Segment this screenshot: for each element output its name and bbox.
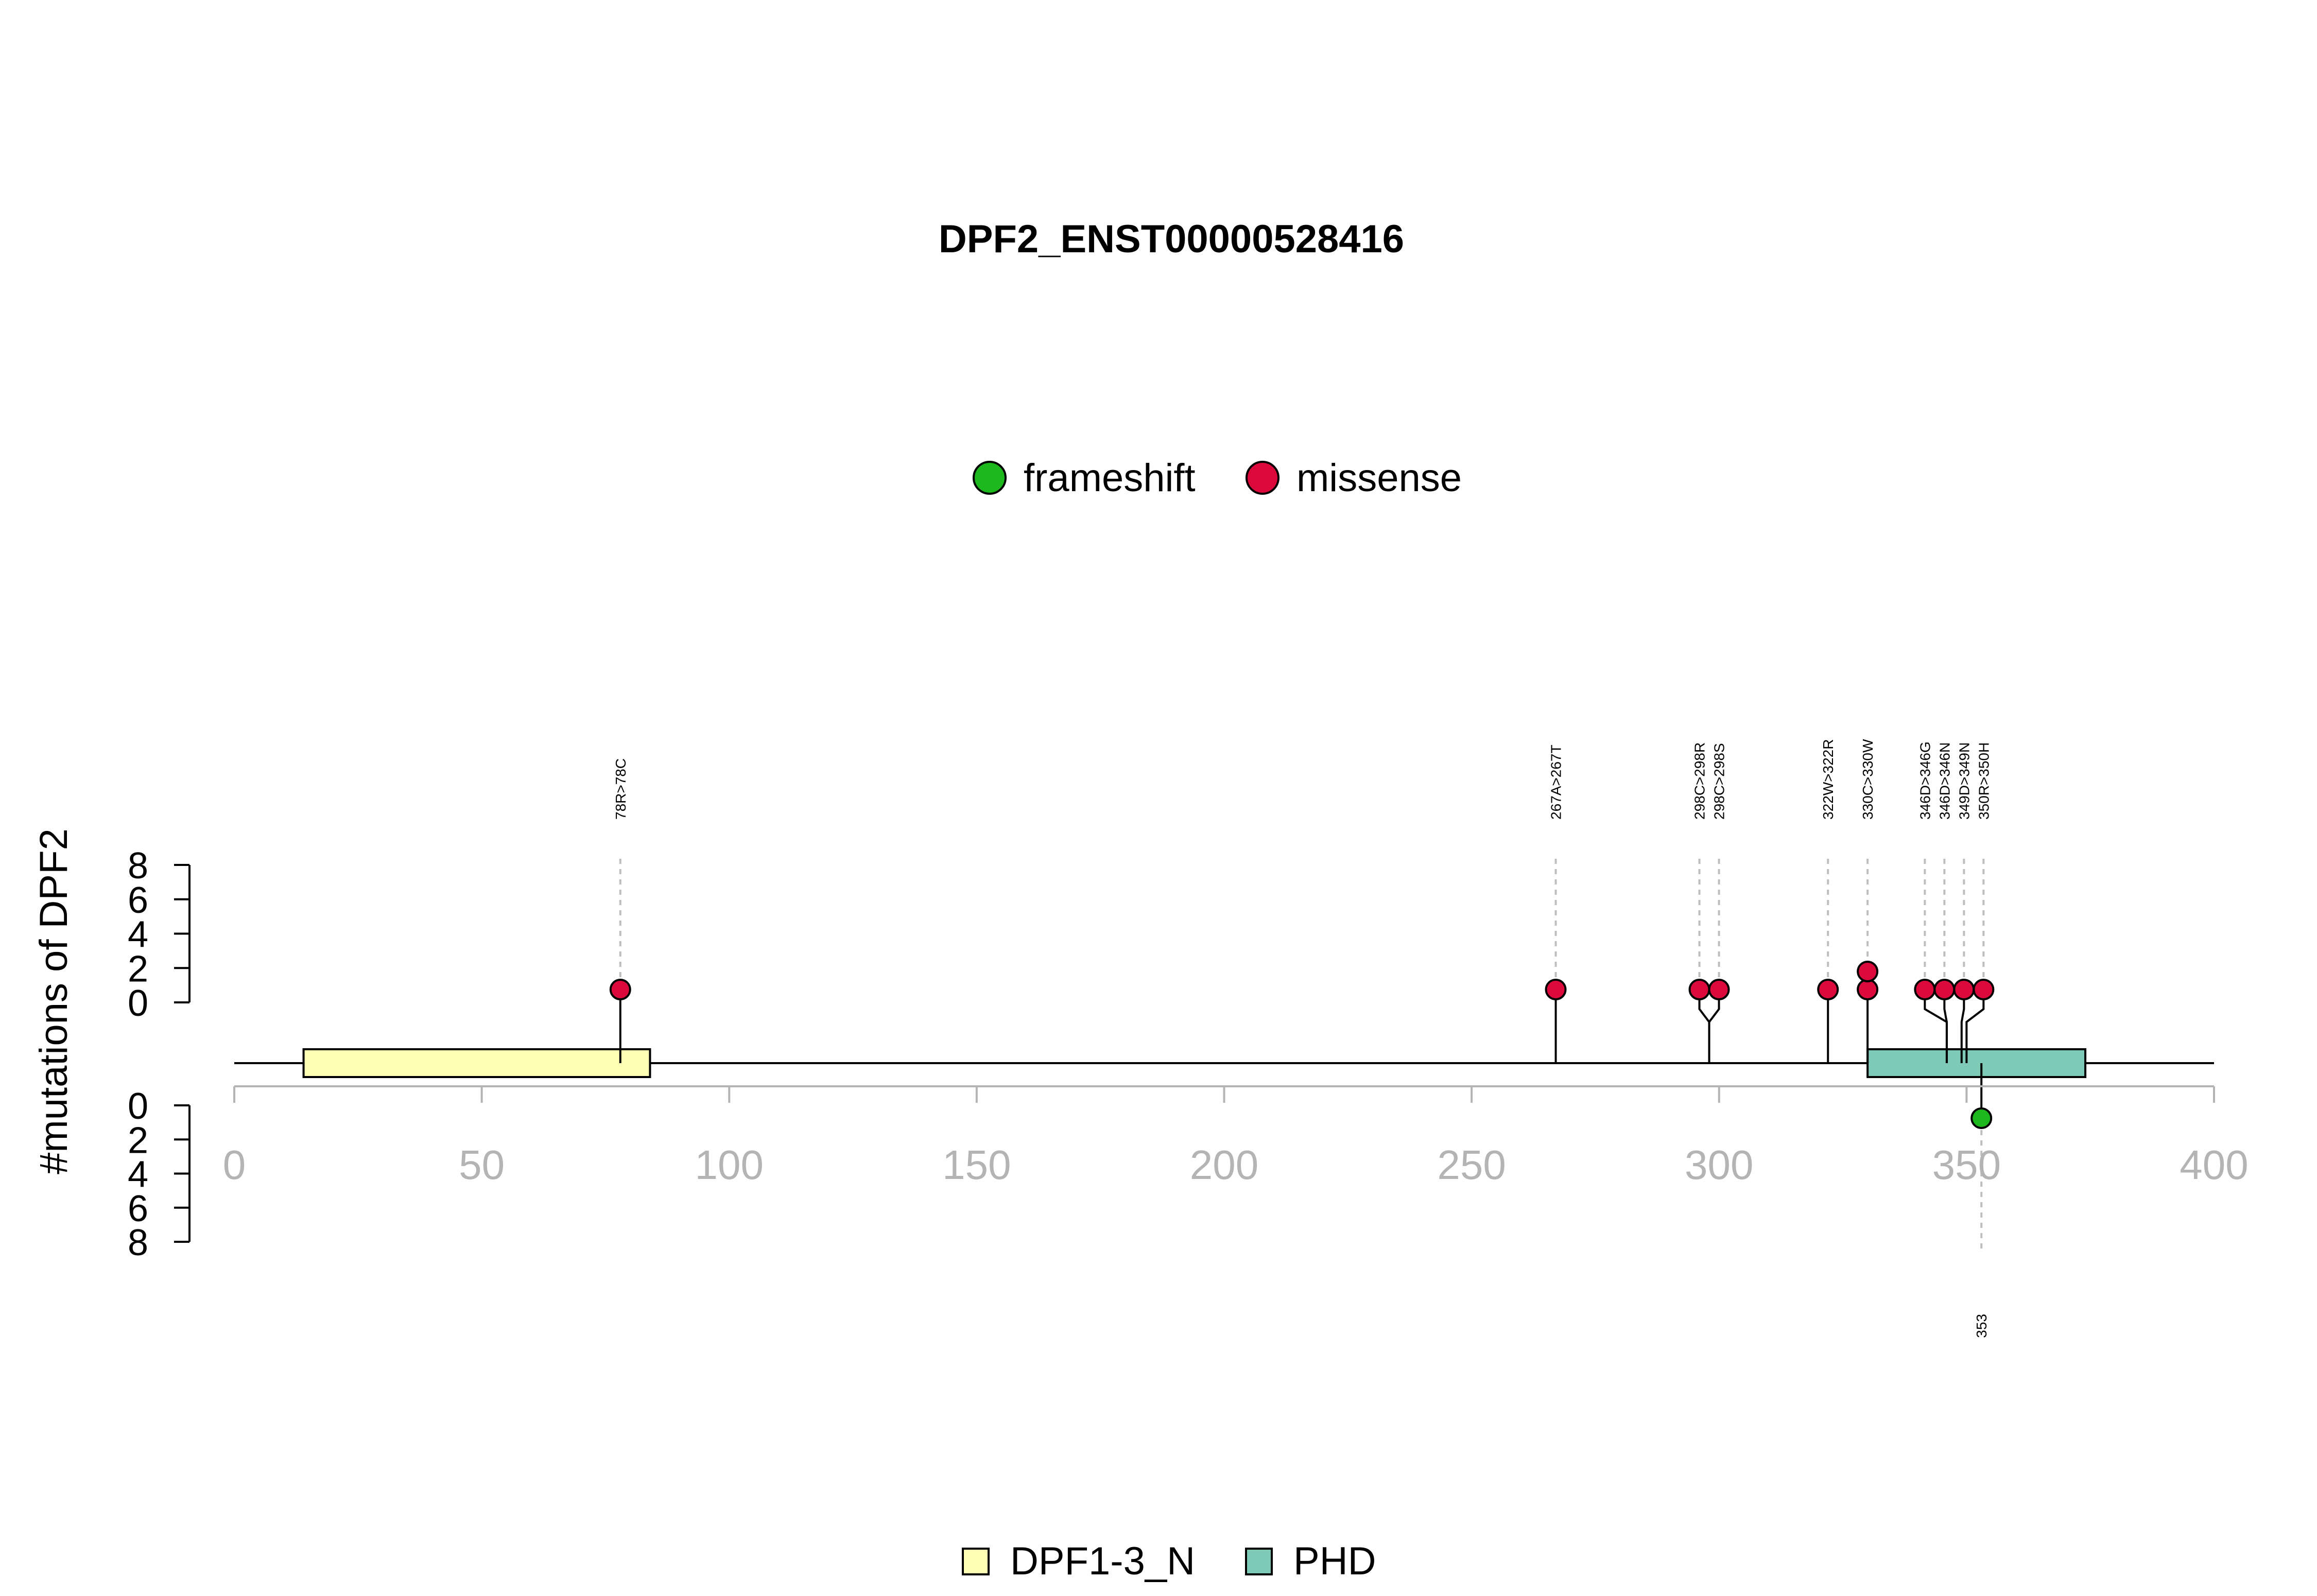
legend-label-frameshift: frameshift: [1024, 456, 1196, 500]
mutation-label: 298C>298S: [1711, 743, 1727, 820]
mutation-guides: [619, 859, 1985, 1251]
y-tick-label-bottom: 8: [128, 1222, 148, 1263]
lollipop-head-frameshift: [1970, 1107, 1993, 1129]
y-tick-label-top: 4: [128, 914, 148, 956]
lollipop-head-missense: [1545, 979, 1567, 1000]
mutation-label: 322W>322R: [1820, 739, 1836, 820]
legend-swatch-PHD: [1245, 1548, 1273, 1575]
legend-label-missense: missense: [1296, 456, 1462, 500]
mutation-type-legend: frameshift missense: [973, 456, 1462, 500]
mutation-label: 267A>267T: [1548, 744, 1564, 820]
mutation-label-bottom: 353: [1974, 1314, 1990, 1338]
domain-legend: DPF1-3_N PHD: [962, 1539, 1376, 1583]
y-tick-label-bottom: 6: [128, 1188, 148, 1229]
x-tick-label: 150: [942, 1142, 1011, 1188]
x-axis: 0 50 100 150 200 250 300 350 400: [223, 1085, 2249, 1188]
domain-DPF1-3_N: [302, 1048, 651, 1078]
lollipop-stem: [1698, 990, 1710, 1063]
mutation-label: 330C>330W: [1860, 739, 1876, 820]
x-tick-label: 200: [1190, 1142, 1258, 1188]
lollipop-head-missense: [609, 979, 631, 1000]
x-tick-label: 0: [223, 1142, 246, 1188]
lollipop-head-missense: [1708, 979, 1730, 1000]
y-tick-label-top: 8: [128, 845, 148, 887]
mutation-label: 298C>298R: [1692, 742, 1708, 820]
y-axis-label: #mutations of DPF2: [32, 828, 76, 1174]
x-tick-label: 50: [459, 1142, 505, 1188]
x-tick-label: 350: [1932, 1142, 2001, 1188]
legend-domain-label-PHD: PHD: [1293, 1539, 1376, 1583]
x-tick-label: 400: [2180, 1142, 2248, 1188]
lollipop-head-missense: [1953, 979, 1975, 1000]
mutation-label: 78R>78C: [613, 758, 629, 820]
mutation-label: 346D>346N: [1936, 742, 1952, 820]
lollipop-head-missense: [1688, 979, 1710, 1000]
chart-title: DPF2_ENST00000528416: [939, 217, 1404, 261]
y-tick-label-top: 2: [128, 948, 148, 990]
x-tick-label: 250: [1437, 1142, 1506, 1188]
y-tick-label-top: 6: [128, 880, 148, 921]
legend-marker-missense: [1246, 461, 1279, 495]
lollipop-head-missense: [1933, 979, 1956, 1000]
mutation-labels: 78R>78C 267A>267T 298C>298R 298C>298S 322W>3…: [613, 739, 1992, 1338]
x-tick-label: 300: [1685, 1142, 1753, 1188]
mutation-label: 349D>349N: [1956, 742, 1972, 820]
lollipop-stem: [1708, 990, 1720, 1063]
lollipop-head-missense: [1817, 979, 1839, 1000]
lollipop-stems: [619, 990, 1985, 1118]
lollipop-heads: [609, 961, 1995, 1129]
y-tick-label-bottom: 0: [128, 1086, 148, 1127]
domain-PHD: [1866, 1048, 2087, 1078]
lollipop-head-missense: [1914, 979, 1936, 1000]
lollipop-head-missense: [1857, 979, 1879, 1000]
mutation-label: 350R>350H: [1976, 742, 1992, 820]
legend-domain-label-DPF1-3_N: DPF1-3_N: [1010, 1539, 1195, 1583]
y-tick-label-bottom: 2: [128, 1120, 148, 1161]
y-tick-label-top: 0: [128, 983, 148, 1024]
x-tick-label: 100: [695, 1142, 764, 1188]
mutation-label: 346D>346G: [1917, 741, 1933, 820]
legend-swatch-DPF1-3_N: [962, 1548, 990, 1575]
lollipop-head-missense: [1857, 961, 1879, 982]
lollipop-head-missense: [1973, 979, 1995, 1000]
y-tick-label-bottom: 4: [128, 1154, 148, 1195]
legend-marker-frameshift: [973, 461, 1007, 495]
